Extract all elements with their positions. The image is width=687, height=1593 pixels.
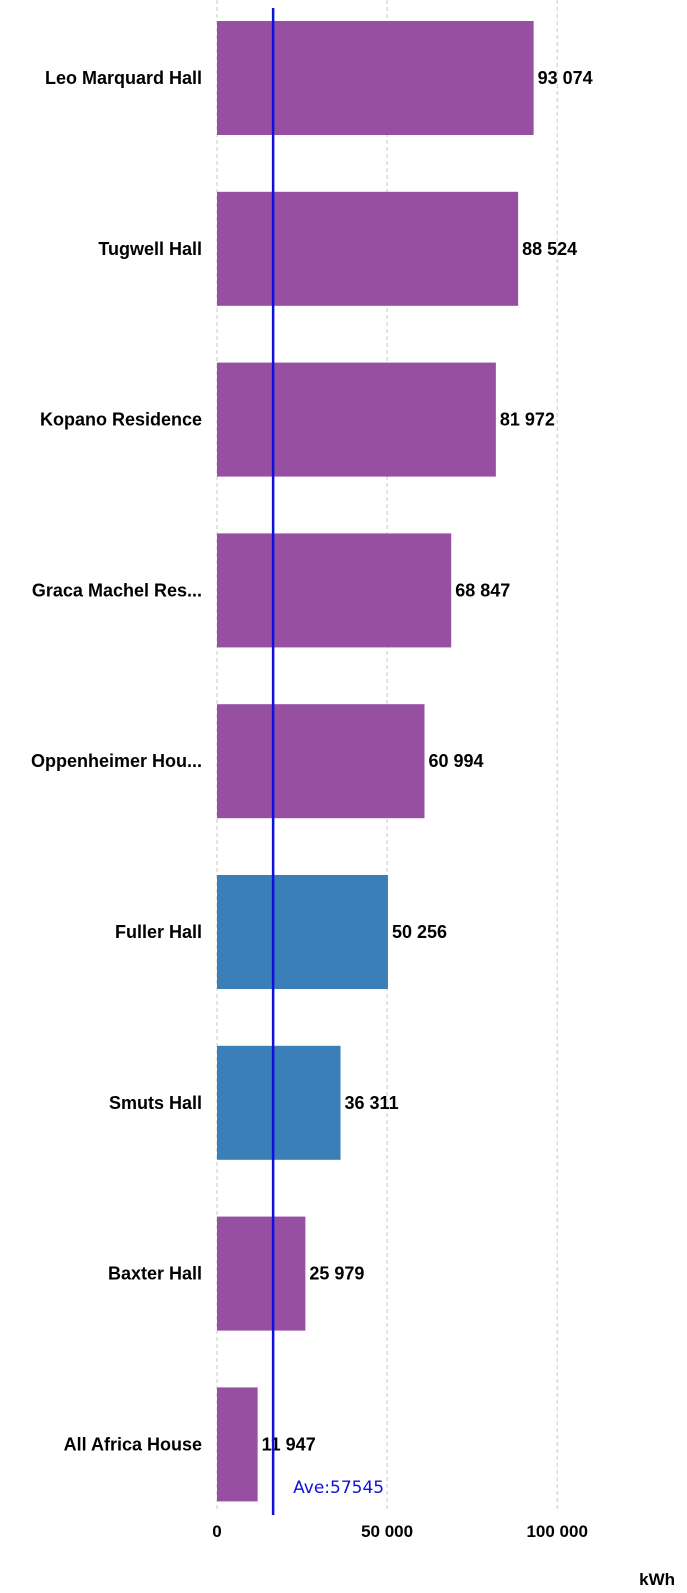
category-label: Leo Marquard Hall — [45, 68, 202, 88]
category-label: Oppenheimer Hou... — [31, 751, 202, 771]
bar — [217, 21, 534, 135]
category-labels: Leo Marquard Hall Tugwell Hall Kopano Resi… — [31, 68, 202, 1454]
x-tick-label: 50 000 — [361, 1522, 413, 1541]
category-label: Baxter Hall — [108, 1264, 202, 1284]
value-label: 36 311 — [345, 1093, 399, 1113]
value-labels: 93 074 88 524 81 972 68 847 60 994 50 256 36 3… — [262, 68, 593, 1454]
value-label: 25 979 — [309, 1264, 364, 1284]
category-label: Smuts Hall — [109, 1093, 202, 1113]
category-label: Fuller Hall — [115, 922, 202, 942]
category-label: Tugwell Hall — [98, 239, 202, 259]
value-label: 81 972 — [500, 410, 555, 430]
bar — [217, 875, 388, 989]
average-line-group: Ave:57545 — [271, 8, 384, 1515]
x-axis-tick-labels: 0 50 000 100 000 — [212, 1522, 588, 1541]
bar — [217, 1045, 341, 1160]
value-label: 68 847 — [455, 580, 510, 600]
bar — [217, 704, 425, 819]
category-label: Kopano Residence — [40, 410, 202, 430]
category-label: Graca Machel Res... — [32, 580, 202, 600]
bars — [217, 21, 534, 1502]
x-axis-unit-label: kWh — [639, 1570, 675, 1589]
x-tick-label: 100 000 — [526, 1522, 587, 1541]
category-label: All Africa House — [64, 1434, 202, 1454]
average-label: Ave:57545 — [293, 1478, 384, 1498]
bar — [217, 362, 496, 477]
bar — [217, 191, 519, 306]
value-label: 88 524 — [522, 239, 577, 259]
bar — [217, 1387, 258, 1502]
value-label: 93 074 — [538, 68, 593, 88]
x-tick-label: 0 — [212, 1522, 221, 1541]
bar — [217, 533, 452, 648]
bar — [217, 1216, 306, 1331]
value-label: 50 256 — [392, 922, 447, 942]
value-label: 60 994 — [428, 751, 483, 771]
value-label: 11 947 — [262, 1434, 316, 1454]
